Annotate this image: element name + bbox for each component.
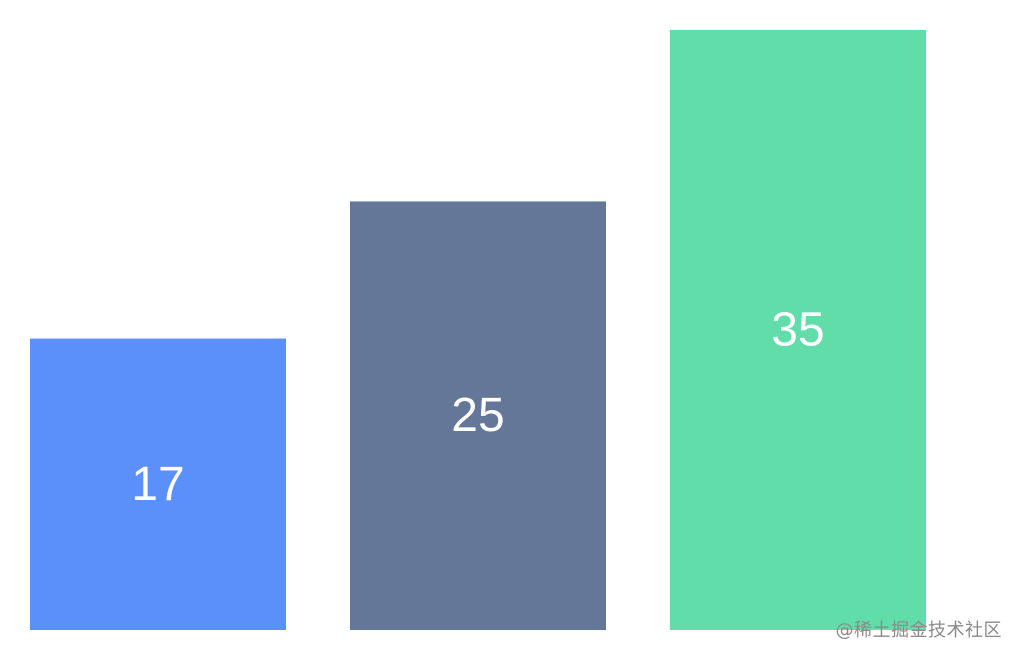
data-labels-layer: 17 25 35 [131,304,824,511]
bar-2 [350,201,606,630]
bar-3 [670,30,926,630]
data-label-3: 35 [771,304,824,357]
bars-layer [30,30,926,630]
data-label-1: 17 [131,458,184,511]
bar-1 [30,338,286,630]
watermark-text: @稀土掘金技术社区 [835,620,1002,641]
data-label-2: 25 [451,389,504,442]
